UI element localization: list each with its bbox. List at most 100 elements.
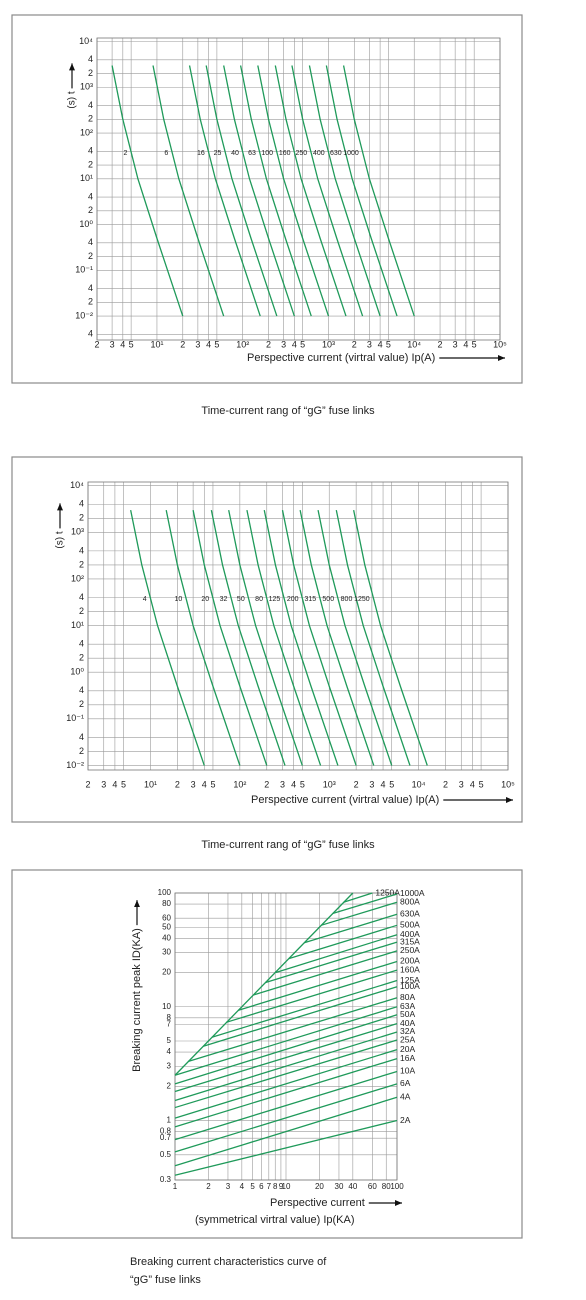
y-tick-label: 2	[79, 513, 84, 523]
x-tick-label: 5	[386, 339, 391, 349]
series-label: 10A	[400, 1066, 415, 1076]
x-tick-label: 4	[291, 779, 296, 789]
y-tick-label: 2	[79, 653, 84, 663]
series-line	[174, 1058, 398, 1128]
x-tick-label: 2	[354, 779, 359, 789]
x-tick-label: 5	[472, 339, 477, 349]
series-line	[111, 65, 184, 317]
series-line	[299, 509, 375, 766]
x-axis-label: (symmetrical virtral value) Ip(KA)	[195, 1214, 355, 1226]
series-label: 20A	[400, 1044, 415, 1054]
chart-title: Breaking current characteristics curve o…	[130, 1256, 327, 1268]
series-line	[291, 65, 364, 317]
y-tick-label: 2	[88, 114, 93, 124]
series-label: 20	[201, 596, 209, 603]
y-tick-label: 4	[167, 1047, 172, 1056]
x-tick-label: 3	[369, 779, 374, 789]
series-line	[263, 509, 339, 766]
x-tick-label: 3	[191, 779, 196, 789]
y-tick-label: 2	[79, 746, 84, 756]
y-tick-label: 10⁰	[79, 219, 93, 229]
series-label: 63A	[400, 1001, 415, 1011]
x-tick-label: 3	[453, 339, 458, 349]
x-tick-label: 5	[121, 779, 126, 789]
series-label: 10	[174, 596, 182, 603]
y-tick-label: 4	[88, 54, 93, 64]
series-label: 100A	[400, 981, 420, 991]
y-tick-label: 4	[79, 592, 84, 602]
series-label: 16A	[400, 1053, 415, 1063]
series-line	[174, 1023, 398, 1093]
y-tick-label: 4	[88, 283, 93, 293]
y-tick-label: 4	[88, 237, 93, 247]
x-axis-label: Perspective current	[270, 1197, 365, 1209]
series-label: 32A	[400, 1026, 415, 1036]
series-label: 125	[269, 596, 281, 603]
series-label: 1250A	[375, 887, 400, 897]
series-line	[253, 950, 398, 996]
x-tick-label: 5	[214, 339, 219, 349]
series-line	[174, 1096, 398, 1167]
series-line	[317, 509, 393, 766]
x-tick-label: 10	[282, 1182, 291, 1191]
x-tick-label: 30	[335, 1182, 344, 1191]
series-label: 2	[123, 150, 127, 157]
x-tick-label: 3	[281, 339, 286, 349]
series-line	[174, 1039, 398, 1109]
y-tick-label: 3	[167, 1061, 172, 1070]
series-label: 32	[220, 596, 228, 603]
series-label: 200	[287, 596, 299, 603]
series-label: 315A	[400, 936, 420, 946]
x-tick-label: 4	[202, 779, 207, 789]
series-label: 315	[304, 596, 316, 603]
y-tick-label: 100	[158, 888, 172, 897]
x-tick-label: 4	[292, 339, 297, 349]
x-tick-label: 3	[101, 779, 106, 789]
x-tick-label: 40	[348, 1182, 357, 1191]
series-line	[152, 65, 225, 317]
x-tick-label: 3	[367, 339, 372, 349]
x-tick-label: 10³	[323, 779, 336, 789]
chart-title: “gG” fuse links	[130, 1274, 201, 1286]
series-label: 6A	[400, 1078, 411, 1088]
series-line	[239, 65, 312, 317]
y-tick-label: 2	[79, 699, 84, 709]
series-line	[205, 65, 278, 317]
x-tick-label: 10⁵	[501, 779, 515, 789]
y-tick-label: 4	[79, 685, 84, 695]
series-label: 50A	[400, 1009, 415, 1019]
series-line	[274, 65, 347, 317]
x-tick-label: 3	[195, 339, 200, 349]
series-line	[188, 65, 261, 317]
series-label: 1250	[354, 596, 370, 603]
y-tick-label: 1	[167, 1116, 172, 1125]
series-label: 200A	[400, 956, 420, 966]
plot-area	[96, 37, 501, 341]
x-tick-label: 5	[389, 779, 394, 789]
x-axis-label: Perspective current (virtral value) Ip(A…	[251, 794, 439, 806]
x-tick-label: 10⁴	[407, 339, 421, 349]
x-tick-label: 80	[382, 1182, 391, 1191]
series-label: 100	[261, 150, 273, 157]
x-tick-label: 2	[175, 779, 180, 789]
series-label: 1000A	[400, 888, 425, 898]
y-tick-label: 0.7	[160, 1133, 172, 1142]
series-label: 800A	[400, 896, 420, 906]
x-tick-label: 10¹	[150, 339, 163, 349]
y-tick-label: 10¹	[71, 620, 84, 630]
y-tick-label: 4	[79, 545, 84, 555]
x-tick-label: 5	[479, 779, 484, 789]
x-tick-label: 4	[470, 779, 475, 789]
x-tick-label: 2	[206, 1182, 211, 1191]
x-tick-label: 6	[259, 1182, 264, 1191]
x-tick-label: 1	[173, 1182, 178, 1191]
x-tick-label: 2	[94, 339, 99, 349]
y-tick-label: 0.5	[160, 1150, 172, 1159]
y-tick-label: 2	[167, 1081, 172, 1090]
y-tick-label: 2	[88, 205, 93, 215]
y-tick-label: 2	[88, 251, 93, 261]
y-tick-label: 4	[88, 100, 93, 110]
series-line	[353, 509, 428, 766]
series-label: 63	[248, 150, 256, 157]
